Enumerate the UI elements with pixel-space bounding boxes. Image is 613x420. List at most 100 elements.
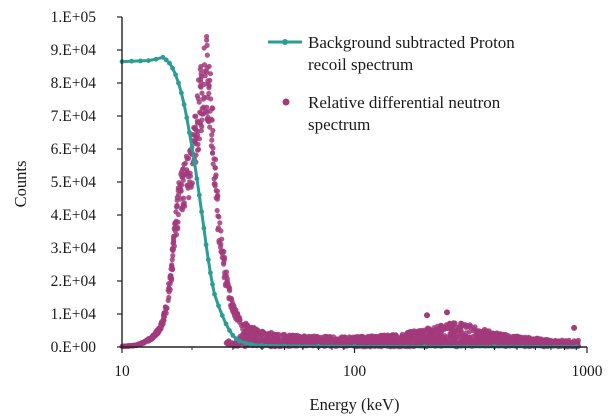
neutron-spectrum-point bbox=[214, 207, 220, 214]
neutron-spectrum-point bbox=[547, 339, 553, 345]
proton-recoil-point bbox=[219, 313, 225, 318]
neutron-spectrum-point bbox=[151, 333, 157, 339]
neutron-spectrum-point bbox=[180, 201, 186, 207]
neutron-spectrum-point bbox=[209, 150, 216, 156]
proton-recoil-point bbox=[176, 80, 181, 86]
axes-layer: 0.E+00 1.E+04 2.E+04 3.E+04 4.E+04 5.E+04 6.E+… bbox=[11, 9, 603, 414]
neutron-spectrum-point bbox=[506, 339, 512, 345]
neutron-spectrum-point bbox=[566, 337, 572, 343]
neutron-spectrum-point bbox=[475, 341, 481, 347]
neutron-spectrum-point bbox=[207, 77, 213, 83]
neutron-spectrum-point bbox=[559, 340, 565, 346]
neutron-spectrum-point bbox=[575, 340, 581, 346]
neutron-spectrum-point bbox=[233, 341, 239, 347]
proton-recoil-point bbox=[194, 176, 200, 182]
neutron-spectrum-point bbox=[221, 249, 227, 255]
neutron-spectrum-point bbox=[456, 326, 462, 332]
neutron-spectrum-point bbox=[212, 181, 218, 187]
proton-recoil-point bbox=[160, 54, 166, 60]
neutron-spectrum-point bbox=[215, 227, 221, 233]
proton-recoil-point bbox=[170, 65, 176, 71]
neutron-spectrum-point bbox=[221, 255, 227, 261]
neutron-spectrum-point bbox=[197, 66, 203, 72]
proton-recoil-point bbox=[248, 342, 254, 347]
neutron-spectrum-point bbox=[541, 338, 547, 345]
neutron-spectrum-point bbox=[293, 340, 299, 346]
proton-recoil-point bbox=[205, 257, 211, 262]
proton-recoil-point bbox=[192, 159, 197, 165]
neutron-spectrum-point bbox=[186, 195, 192, 201]
neutron-spectrum-point bbox=[434, 338, 440, 344]
neutron-spectrum-point bbox=[411, 328, 417, 334]
neutron-spectrum-point bbox=[168, 275, 175, 282]
neutron-spectrum-point bbox=[383, 333, 389, 339]
neutron-spectrum-point bbox=[193, 127, 199, 133]
neutron-spectrum-point bbox=[502, 332, 508, 338]
neutron-spectrum-point bbox=[204, 37, 210, 43]
neutron-spectrum-point bbox=[209, 132, 215, 138]
x-tick-label: 10 bbox=[114, 363, 130, 380]
neutron-spectrum-point bbox=[175, 187, 181, 194]
neutron-spectrum-point bbox=[210, 145, 216, 151]
y-tick-label: 3.E+04 bbox=[51, 240, 97, 257]
y-tick-label: 9.E+04 bbox=[51, 42, 97, 59]
proton-recoil-point bbox=[173, 72, 179, 78]
x-tick-label: 1000 bbox=[572, 363, 603, 380]
neutron-spectrum-point bbox=[389, 341, 395, 347]
legend-neutron-marker bbox=[282, 98, 290, 106]
neutron-spectrum-point bbox=[571, 324, 578, 331]
proton-recoil-point bbox=[129, 58, 135, 64]
neutron-spectrum-point bbox=[215, 192, 221, 198]
neutron-spectrum-point bbox=[421, 332, 427, 338]
neutron-spectrum-point bbox=[175, 224, 181, 230]
neutron-spectrum-point bbox=[216, 214, 222, 220]
neutron-spectrum-point bbox=[166, 289, 172, 295]
neutron-spectrum-point bbox=[170, 253, 176, 259]
neutron-spectrum-point bbox=[198, 84, 204, 90]
neutron-spectrum-point bbox=[179, 182, 185, 188]
neutron-spectrum-point bbox=[233, 310, 239, 317]
neutron-spectrum-point bbox=[340, 338, 347, 344]
neutron-spectrum-point bbox=[212, 165, 218, 171]
neutron-spectrum-point bbox=[192, 113, 198, 119]
neutron-spectrum-point bbox=[291, 334, 297, 340]
neutron-spectrum-point bbox=[184, 167, 190, 173]
proton-recoil-point bbox=[163, 57, 169, 63]
proton-recoil-point bbox=[153, 56, 159, 62]
legend-proton-label: recoil spectrum bbox=[308, 55, 413, 74]
neutron-spectrum-point bbox=[217, 220, 223, 226]
y-tick-label: 0.E+00 bbox=[51, 339, 97, 356]
legend: Background subtracted Proton recoil spect… bbox=[268, 33, 515, 134]
neutron-spectrum-point bbox=[207, 71, 214, 77]
neutron-spectrum-point bbox=[489, 338, 495, 344]
neutron-spectrum-point bbox=[240, 326, 246, 332]
proton-recoil-point bbox=[181, 102, 187, 107]
neutron-spectrum-point bbox=[438, 324, 444, 331]
neutron-spectrum-point bbox=[182, 160, 188, 166]
neutron-spectrum-point bbox=[447, 320, 453, 327]
proton-recoil-point bbox=[237, 338, 242, 344]
neutron-spectrum-point bbox=[225, 281, 231, 287]
y-tick-label: 2.E+04 bbox=[51, 273, 97, 290]
proton-recoil-point bbox=[210, 281, 215, 287]
neutron-spectrum-point bbox=[186, 155, 192, 161]
neutron-spectrum-point bbox=[382, 337, 388, 343]
neutron-spectrum-point bbox=[427, 327, 433, 333]
neutron-spectrum-point bbox=[207, 108, 213, 114]
y-tick-label: 7.E+04 bbox=[51, 108, 97, 125]
neutron-spectrum-point bbox=[142, 338, 148, 344]
neutron-spectrum-point bbox=[199, 105, 205, 112]
neutron-spectrum-point bbox=[196, 99, 202, 105]
neutron-spectrum-point bbox=[317, 339, 323, 345]
y-tick-label: 1.E+04 bbox=[51, 306, 97, 323]
neutron-spectrum-point bbox=[198, 76, 204, 82]
neutron-spectrum-point bbox=[222, 269, 228, 276]
neutron-spectrum-point bbox=[178, 169, 184, 175]
proton-recoil-point bbox=[196, 192, 202, 198]
neutron-spectrum-point bbox=[438, 330, 444, 337]
neutron-spectrum-point bbox=[267, 331, 273, 337]
neutron-spectrum-point bbox=[187, 173, 193, 179]
proton-recoil-point bbox=[230, 333, 236, 338]
neutron-spectrum-point bbox=[179, 207, 185, 213]
